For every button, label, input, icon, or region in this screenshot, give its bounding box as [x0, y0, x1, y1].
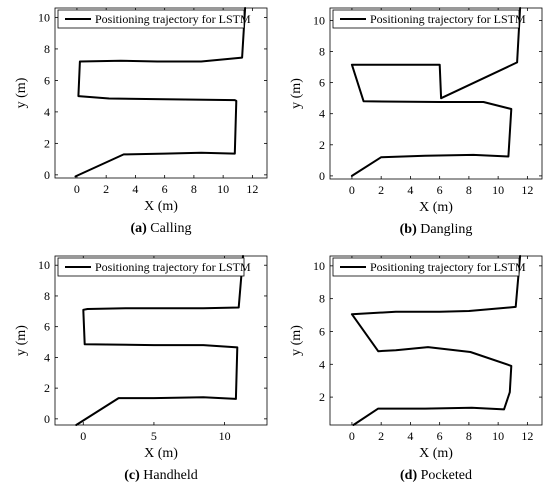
- chart-panel-2: 0 2 4 6 8 10 12 0 2 4 6 8 10 X (m) y (m) Positioning tr…: [289, 7, 543, 237]
- legend-label: Positioning trajectory for LSTM: [370, 12, 526, 26]
- x-tick-label: 10: [217, 182, 229, 196]
- x-tick-label: 4: [407, 183, 413, 197]
- y-tick-label: 8: [44, 42, 50, 56]
- legend-box: [57, 257, 245, 277]
- legend-label: Positioning trajectory for LSTM: [95, 260, 251, 274]
- x-tick-label: 6: [162, 182, 168, 196]
- legend-box: [332, 9, 520, 29]
- y-tick-label: 10: [38, 10, 50, 24]
- x-tick-label: 0: [80, 429, 86, 443]
- x-axis-label: X (m): [419, 200, 453, 215]
- x-tick-label: 2: [378, 429, 384, 443]
- y-axis-label: y (m): [14, 77, 29, 108]
- y-tick-label: 10: [313, 13, 325, 27]
- caption-letter: (d): [400, 468, 417, 483]
- chart-panel-3: 0 5 10 0 2 4 6 8 10 X (m) y (m) Positioning traject…: [14, 255, 268, 483]
- x-tick-label: 2: [378, 183, 384, 197]
- legend-label: Positioning trajectory for LSTM: [95, 12, 251, 26]
- x-tick-label: 12: [521, 429, 533, 443]
- caption-letter: (b): [400, 222, 417, 237]
- x-tick-label: 0: [349, 183, 355, 197]
- x-tick-label: 6: [437, 429, 443, 443]
- y-tick-label: 6: [44, 73, 50, 87]
- x-tick-label: 8: [466, 429, 472, 443]
- y-tick-label: 8: [319, 45, 325, 59]
- y-tick-label: 2: [44, 136, 50, 150]
- y-axis-label: y (m): [14, 325, 29, 356]
- series-line-trajectory: [350, 7, 522, 177]
- x-tick-label: 12: [521, 183, 533, 197]
- y-tick-label: 4: [44, 350, 50, 364]
- y-tick-label: 0: [44, 168, 50, 182]
- caption-text: Calling: [147, 221, 192, 236]
- y-axis-label: y (m): [289, 325, 304, 356]
- y-tick-label: 4: [319, 107, 325, 121]
- x-tick-label: 8: [191, 182, 197, 196]
- x-tick-label: 0: [74, 182, 80, 196]
- x-axis-label: X (m): [144, 446, 178, 461]
- caption-text: Handheld: [140, 468, 198, 483]
- plot-area: [329, 7, 543, 180]
- chart-panel-4: 0 2 4 6 8 10 12 2 4 6 8 10 X (m) y (m) Positioning tra…: [289, 255, 543, 483]
- caption-text: Pocketed: [417, 468, 472, 483]
- y-tick-label: 10: [313, 259, 325, 273]
- y-axis-label: y (m): [289, 78, 304, 109]
- y-tick-label: 2: [319, 138, 325, 152]
- y-tick-label: 4: [319, 357, 325, 371]
- y-tick-label: 8: [319, 292, 325, 306]
- legend-box: [57, 9, 245, 29]
- x-tick-label: 12: [246, 182, 258, 196]
- panel-caption: (d) Pocketed: [400, 468, 472, 483]
- plot-area: [329, 255, 543, 426]
- x-tick-label: 10: [219, 429, 231, 443]
- panel-caption: (a) Calling: [130, 221, 191, 236]
- y-tick-label: 0: [44, 412, 50, 426]
- y-tick-label: 0: [319, 169, 325, 183]
- series-line-trajectory: [74, 7, 247, 178]
- legend-box: [332, 257, 520, 277]
- caption-letter: (a): [130, 221, 147, 236]
- x-axis-label: X (m): [419, 446, 453, 461]
- y-tick-label: 10: [38, 258, 50, 272]
- plot-area: [54, 7, 268, 179]
- x-tick-label: 6: [437, 183, 443, 197]
- y-tick-label: 2: [44, 381, 50, 395]
- legend-label: Positioning trajectory for LSTM: [370, 260, 526, 274]
- x-tick-label: 5: [151, 429, 157, 443]
- y-tick-label: 6: [319, 76, 325, 90]
- x-tick-label: 8: [466, 183, 472, 197]
- series-line-trajectory: [350, 255, 522, 426]
- series-line-trajectory: [75, 255, 244, 426]
- x-tick-label: 2: [103, 182, 109, 196]
- panel-caption: (b) Dangling: [400, 222, 473, 237]
- y-tick-label: 8: [44, 289, 50, 303]
- x-axis-label: X (m): [144, 199, 178, 214]
- x-tick-label: 4: [407, 429, 413, 443]
- y-tick-label: 6: [319, 324, 325, 338]
- y-tick-label: 4: [44, 105, 50, 119]
- caption-text: Dangling: [417, 222, 473, 237]
- x-tick-label: 4: [132, 182, 138, 196]
- y-tick-label: 6: [44, 320, 50, 334]
- caption-letter: (c): [124, 468, 140, 483]
- x-tick-label: 10: [492, 429, 504, 443]
- plot-area: [54, 255, 268, 426]
- chart-panel-1: 0 2 4 6 8 10 12 0 2 4 6 8 10 X (m) y (m) Positioning tr…: [14, 7, 268, 236]
- x-tick-label: 0: [349, 429, 355, 443]
- y-tick-label: 2: [319, 390, 325, 404]
- panel-caption: (c) Handheld: [124, 468, 197, 483]
- x-tick-label: 10: [492, 183, 504, 197]
